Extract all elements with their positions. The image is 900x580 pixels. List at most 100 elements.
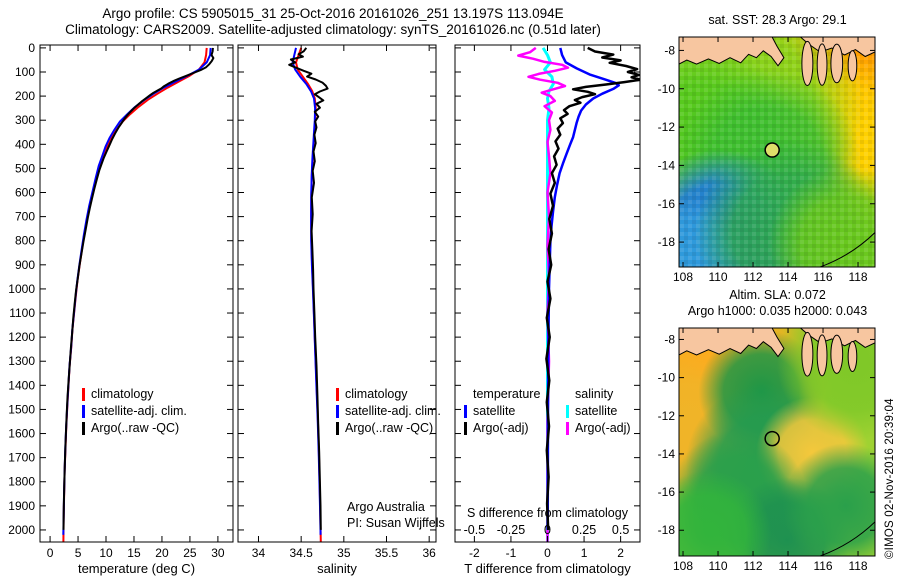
svg-text:-12: -12 <box>658 409 676 423</box>
svg-text:2000: 2000 <box>8 523 35 537</box>
svg-text:114: 114 <box>778 270 797 284</box>
svg-text:200: 200 <box>15 89 35 103</box>
s-difference-axis-label: S difference from climatology <box>467 506 628 520</box>
svg-text:118: 118 <box>848 559 867 573</box>
island <box>801 331 814 377</box>
salinity-series <box>288 47 329 530</box>
imos-watermark: ©IMOS 02-Nov-2016 20:39:04 <box>884 398 896 559</box>
svg-text:800: 800 <box>15 234 35 248</box>
svg-text:-1: -1 <box>506 546 517 560</box>
svg-text:-8: -8 <box>664 332 675 346</box>
sla-map: 108 110 112 114 116 118 -8 -10 -12 -14 -16 -18 <box>658 327 876 573</box>
island <box>830 43 844 84</box>
argo-raw-swatch <box>82 422 85 435</box>
legend-item: Argo(..raw -QC) <box>336 420 441 437</box>
figure-title-line1: Argo profile: CS 5905015_31 25-Oct-2016 … <box>102 6 564 21</box>
legend-item: satellite <box>566 403 631 420</box>
svg-text:10: 10 <box>99 546 113 560</box>
island <box>816 334 828 377</box>
temperature-legend: climatology satellite-adj. clim. Argo(..… <box>82 386 187 437</box>
island <box>816 43 828 86</box>
climatology-swatch <box>336 388 339 401</box>
legend-item: Argo(..raw -QC) <box>82 420 187 437</box>
sst-map-title: sat. SST: 28.3 Argo: 29.1 <box>708 13 847 27</box>
argo-t-swatch <box>464 422 467 435</box>
svg-text:0: 0 <box>544 546 551 560</box>
svg-text:temperature (deg C): temperature (deg C) <box>78 561 195 576</box>
svg-text:116: 116 <box>813 559 832 573</box>
legend-item: Argo(-adj) <box>566 420 631 437</box>
legend-label: satellite <box>575 404 618 419</box>
island <box>801 40 814 87</box>
legend-item: Argo(-adj) <box>464 420 540 437</box>
svg-text:1800: 1800 <box>8 475 35 489</box>
svg-text:108: 108 <box>673 270 693 284</box>
svg-text:-0.25: -0.25 <box>497 523 526 537</box>
argo-float-marker <box>764 142 780 158</box>
svg-text:salinity: salinity <box>317 561 357 576</box>
svg-text:1: 1 <box>581 546 588 560</box>
sla-map-title-line1: Altim. SLA: 0.072 <box>729 288 826 302</box>
svg-text:35: 35 <box>337 546 351 560</box>
australia-coastline <box>819 521 875 556</box>
temperature-series <box>62 47 215 530</box>
svg-text:-14: -14 <box>658 447 676 461</box>
legend-label: Argo(..raw -QC) <box>91 421 180 436</box>
svg-text:-16: -16 <box>658 485 676 499</box>
legend-label: satellite <box>473 404 516 419</box>
argo-raw-swatch <box>336 422 339 435</box>
svg-text:34.5: 34.5 <box>289 546 313 560</box>
satellite-adj-swatch <box>82 405 85 418</box>
svg-text:20: 20 <box>155 546 169 560</box>
svg-text:T difference from climatology: T difference from climatology <box>464 561 631 576</box>
svg-text:30: 30 <box>211 546 225 560</box>
svg-text:2: 2 <box>617 546 624 560</box>
svg-text:600: 600 <box>15 186 35 200</box>
java-coastline <box>679 37 785 67</box>
svg-text:108: 108 <box>673 559 693 573</box>
svg-text:34: 34 <box>252 546 266 560</box>
salinity-series <box>295 47 322 542</box>
satellite-t-swatch <box>464 405 467 418</box>
svg-text:1700: 1700 <box>8 451 35 465</box>
svg-text:900: 900 <box>15 258 35 272</box>
svg-text:1000: 1000 <box>8 282 35 296</box>
svg-text:0: 0 <box>28 41 35 55</box>
difference-series <box>546 47 621 530</box>
legend-header: salinity <box>575 387 614 402</box>
legend-item: climatology <box>82 386 187 403</box>
svg-text:400: 400 <box>15 137 35 151</box>
svg-text:1400: 1400 <box>8 378 35 392</box>
svg-text:0.5: 0.5 <box>612 523 629 537</box>
difference-legend-temperature: temperature satellite Argo(-adj) <box>464 386 540 437</box>
svg-text:118: 118 <box>848 270 867 284</box>
sla-map-title-line2: Argo h1000: 0.035 h2000: 0.043 <box>687 304 868 318</box>
annotation-line2: PI: Susan Wijffels <box>347 516 445 530</box>
svg-text:0: 0 <box>47 546 54 560</box>
island <box>847 50 858 82</box>
difference-series <box>545 46 640 530</box>
island <box>847 340 858 373</box>
sst-map: 108 110 112 114 116 118 -8 -10 -12 -14 -16 -18 <box>658 36 876 284</box>
svg-text:5: 5 <box>75 546 82 560</box>
svg-text:114: 114 <box>778 559 797 573</box>
svg-text:110: 110 <box>708 559 727 573</box>
svg-text:112: 112 <box>743 270 762 284</box>
legend-header: temperature <box>473 387 541 402</box>
svg-text:0: 0 <box>544 523 551 537</box>
svg-text:1200: 1200 <box>8 330 35 344</box>
legend-item: satellite <box>464 403 540 420</box>
svg-text:-8: -8 <box>664 43 675 57</box>
svg-text:116: 116 <box>813 270 832 284</box>
temperature-series <box>62 47 208 542</box>
legend-label: climatology <box>91 387 154 402</box>
svg-text:1600: 1600 <box>8 427 35 441</box>
svg-text:35.5: 35.5 <box>375 546 399 560</box>
svg-text:112: 112 <box>743 559 762 573</box>
svg-text:-12: -12 <box>658 120 676 134</box>
legend-label: satellite-adj. clim. <box>345 404 441 419</box>
argo-float-marker <box>764 430 780 447</box>
legend-label: satellite-adj. clim. <box>91 404 187 419</box>
legend-label: climatology <box>345 387 408 402</box>
svg-text:1900: 1900 <box>8 499 35 513</box>
